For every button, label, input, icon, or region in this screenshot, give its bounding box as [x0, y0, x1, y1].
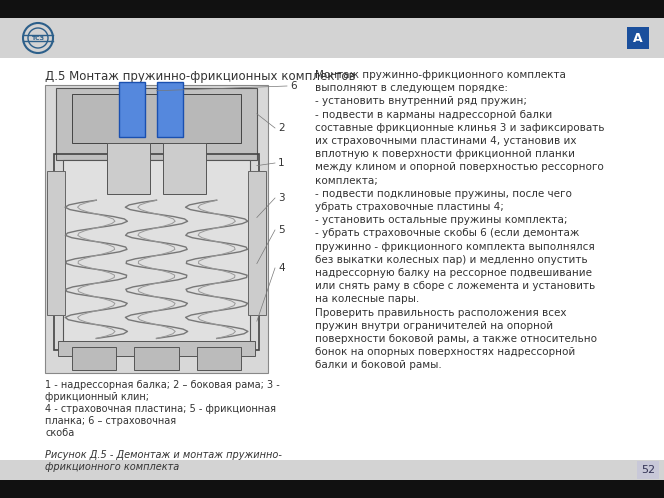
- Bar: [119, 82, 145, 137]
- Text: или снять раму в сборе с ложемента и установить: или снять раму в сборе с ложемента и уст…: [315, 281, 595, 291]
- Text: 3: 3: [278, 193, 285, 203]
- Bar: [197, 347, 241, 370]
- Bar: [627, 27, 649, 49]
- Text: между клином и опорной поверхностью рессорного: между клином и опорной поверхностью ресс…: [315, 162, 604, 172]
- Text: балки и боковой рамы.: балки и боковой рамы.: [315, 361, 442, 371]
- Bar: [637, 461, 659, 479]
- Text: поверхности боковой рамы, а также относительно: поверхности боковой рамы, а также относи…: [315, 334, 597, 344]
- Text: убрать страховочные пластины 4;: убрать страховочные пластины 4;: [315, 202, 504, 212]
- Text: комплекта;: комплекта;: [315, 176, 378, 186]
- Bar: [72, 94, 241, 142]
- Text: фрикционный клин;: фрикционный клин;: [45, 392, 149, 402]
- Bar: [0, 480, 664, 498]
- Text: - установить остальные пружины комплекта;: - установить остальные пружины комплекта…: [315, 215, 568, 225]
- Polygon shape: [163, 142, 206, 194]
- Text: - установить внутренний ряд пружин;: - установить внутренний ряд пружин;: [315, 97, 527, 107]
- Text: А: А: [633, 31, 643, 44]
- Bar: [54, 154, 259, 350]
- Text: пружинно - фрикционного комплекта выполнялся: пружинно - фрикционного комплекта выполн…: [315, 242, 595, 251]
- Text: 2: 2: [278, 123, 285, 133]
- Bar: [58, 341, 254, 356]
- Bar: [157, 82, 183, 137]
- Text: скоба: скоба: [45, 428, 74, 438]
- Text: 6: 6: [290, 81, 297, 91]
- Text: составные фрикционные клинья 3 и зафиксировать: составные фрикционные клинья 3 и зафикси…: [315, 123, 604, 133]
- Bar: [0, 18, 664, 58]
- Text: фрикционного комплекта: фрикционного комплекта: [45, 462, 179, 472]
- Bar: [0, 0, 664, 18]
- Text: их страховочными пластинами 4, установив их: их страховочными пластинами 4, установив…: [315, 136, 576, 146]
- Bar: [248, 171, 266, 315]
- Bar: [0, 460, 664, 480]
- Text: ТСЗ: ТСЗ: [31, 35, 44, 40]
- Text: 5: 5: [278, 225, 285, 235]
- Text: 1: 1: [278, 158, 285, 168]
- Bar: [47, 171, 65, 315]
- Text: Проверить правильность расположения всех: Проверить правильность расположения всех: [315, 308, 566, 318]
- Text: 1 - надрессорная балка; 2 – боковая рама; 3 -: 1 - надрессорная балка; 2 – боковая рама…: [45, 380, 280, 390]
- Text: - подвести подклиновые пружины, после чего: - подвести подклиновые пружины, после че…: [315, 189, 572, 199]
- Text: Д.5 Монтаж пружинно-фрикционных комплектов: Д.5 Монтаж пружинно-фрикционных комплект…: [45, 70, 355, 83]
- Text: пружин внутри ограничителей на опорной: пружин внутри ограничителей на опорной: [315, 321, 553, 331]
- Bar: [134, 347, 179, 370]
- Text: без выкатки колесных пар) и медленно опустить: без выкатки колесных пар) и медленно опу…: [315, 255, 588, 265]
- Text: выполняют в следующем порядке:: выполняют в следующем порядке:: [315, 83, 508, 93]
- Bar: [45, 85, 268, 373]
- Text: планка; 6 – страховочная: планка; 6 – страховочная: [45, 416, 176, 426]
- Text: надрессорную балку на рессорное подвешивание: надрессорную балку на рессорное подвешив…: [315, 268, 592, 278]
- Bar: [56, 88, 257, 160]
- Bar: [72, 347, 116, 370]
- Text: вплотную к поверхности фрикционной планки: вплотную к поверхности фрикционной планк…: [315, 149, 575, 159]
- Text: 4: 4: [278, 263, 285, 273]
- Text: Монтаж пружинно-фрикционного комплекта: Монтаж пружинно-фрикционного комплекта: [315, 70, 566, 80]
- Text: 52: 52: [641, 465, 655, 475]
- Text: 4 - страховочная пластина; 5 - фрикционная: 4 - страховочная пластина; 5 - фрикционн…: [45, 404, 276, 414]
- Text: Рисунок Д.5 - Демонтаж и монтаж пружинно-: Рисунок Д.5 - Демонтаж и монтаж пружинно…: [45, 450, 282, 460]
- Bar: [0, 58, 664, 460]
- Text: - убрать страховочные скобы 6 (если демонтаж: - убрать страховочные скобы 6 (если демо…: [315, 229, 580, 239]
- Text: на колесные пары.: на колесные пары.: [315, 294, 419, 304]
- Polygon shape: [108, 142, 150, 194]
- Text: - подвести в карманы надрессорной балки: - подвести в карманы надрессорной балки: [315, 110, 552, 120]
- Text: бонок на опорных поверхностях надрессорной: бонок на опорных поверхностях надрессорн…: [315, 347, 575, 357]
- Bar: [63, 160, 250, 344]
